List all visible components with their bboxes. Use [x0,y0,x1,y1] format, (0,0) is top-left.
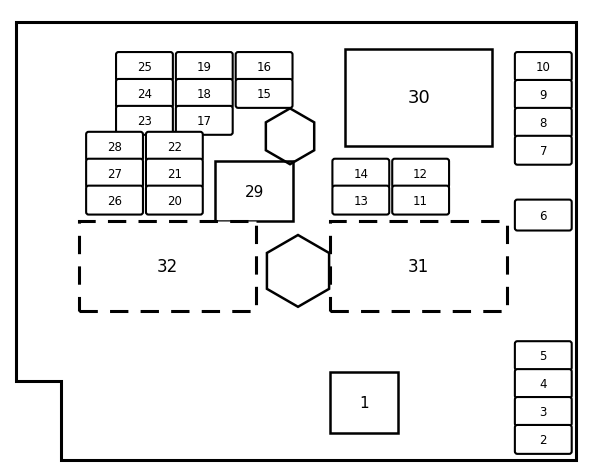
Polygon shape [16,22,576,460]
Text: 29: 29 [244,184,264,199]
Text: 19: 19 [197,61,212,74]
FancyBboxPatch shape [515,137,572,165]
Text: 15: 15 [257,88,272,101]
FancyBboxPatch shape [176,80,233,109]
Text: 28: 28 [107,140,122,153]
FancyBboxPatch shape [146,186,203,215]
Text: 18: 18 [197,88,212,101]
Text: 1: 1 [359,395,368,410]
FancyBboxPatch shape [146,159,203,188]
FancyBboxPatch shape [176,53,233,82]
Bar [330,372,398,434]
Text: 23: 23 [137,115,152,128]
FancyBboxPatch shape [332,159,389,188]
FancyBboxPatch shape [515,341,572,370]
FancyBboxPatch shape [116,80,173,109]
FancyBboxPatch shape [332,186,389,215]
FancyBboxPatch shape [392,186,449,215]
Text: 30: 30 [407,89,430,107]
Text: 3: 3 [539,405,547,418]
FancyBboxPatch shape [86,132,143,161]
FancyBboxPatch shape [146,132,203,161]
Text: 14: 14 [353,168,368,180]
Text: 31: 31 [408,258,429,275]
FancyBboxPatch shape [116,53,173,82]
Text: 6: 6 [539,209,547,222]
Bar [330,222,508,311]
Text: 11: 11 [413,194,428,207]
Text: 25: 25 [137,61,152,74]
Text: 21: 21 [167,168,182,180]
FancyBboxPatch shape [392,159,449,188]
Text: 10: 10 [536,61,551,74]
Text: 2: 2 [539,433,547,446]
Text: 8: 8 [539,117,547,129]
FancyBboxPatch shape [236,53,293,82]
FancyBboxPatch shape [515,369,572,398]
Text: 22: 22 [167,140,182,153]
Text: 5: 5 [539,349,547,362]
Text: 9: 9 [539,89,547,102]
Text: 32: 32 [157,258,178,275]
Text: 20: 20 [167,194,182,207]
FancyBboxPatch shape [515,81,572,109]
FancyBboxPatch shape [515,200,572,231]
Text: 12: 12 [413,168,428,180]
Text: 4: 4 [539,377,547,390]
FancyBboxPatch shape [86,186,143,215]
Bar [215,162,293,222]
FancyBboxPatch shape [515,397,572,426]
FancyBboxPatch shape [116,107,173,136]
Text: 16: 16 [257,61,272,74]
FancyBboxPatch shape [176,107,233,136]
FancyBboxPatch shape [515,53,572,82]
FancyBboxPatch shape [86,159,143,188]
Text: 27: 27 [107,168,122,180]
FancyBboxPatch shape [515,425,572,454]
Text: 13: 13 [353,194,368,207]
Bar [79,222,256,311]
Text: 7: 7 [539,144,547,158]
FancyBboxPatch shape [515,109,572,138]
Bar [345,50,493,147]
Text: 24: 24 [137,88,152,101]
Text: 26: 26 [107,194,122,207]
Text: 17: 17 [197,115,212,128]
FancyBboxPatch shape [236,80,293,109]
